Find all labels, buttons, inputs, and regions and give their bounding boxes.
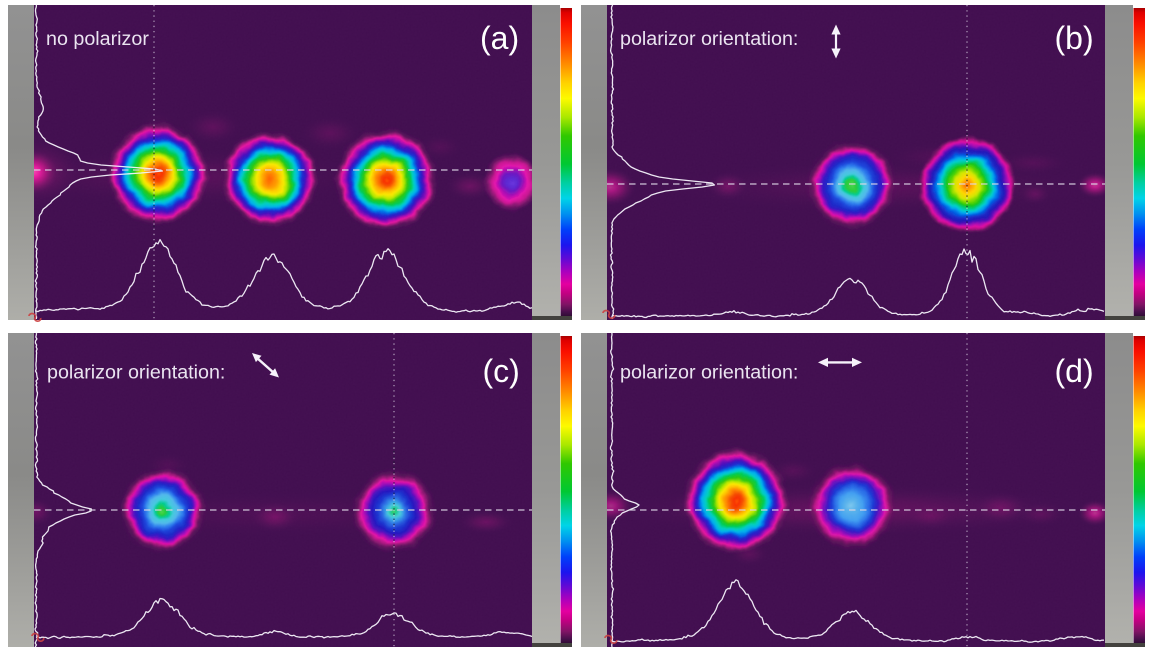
- svg-text:no polarizor: no polarizor: [46, 28, 149, 50]
- svg-text:(b): (b): [1055, 20, 1094, 56]
- svg-text:(d): (d): [1055, 353, 1094, 389]
- svg-text:(a): (a): [480, 20, 519, 56]
- svg-text:polarizor orientation:: polarizor orientation:: [47, 362, 225, 384]
- svg-text:polarizor orientation:: polarizor orientation:: [620, 362, 798, 384]
- svg-text:polarizor orientation:: polarizor orientation:: [620, 28, 798, 50]
- svg-text:(c): (c): [483, 353, 520, 389]
